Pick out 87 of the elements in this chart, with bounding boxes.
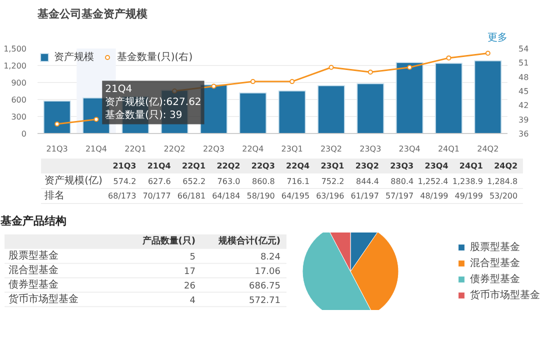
text: 8.24 [260,252,281,263]
text: 基金产品结构 [0,214,66,228]
x-tick-label: 24Q2 [477,144,499,154]
x-tick-label: 23Q4 [398,144,420,154]
text: 652.2 [182,177,206,186]
y-tick-label: 1,500 [4,44,27,54]
category-label: 股票型基金 [8,250,58,262]
category-label: 21Q3 [112,162,136,170]
x-tick-label: 23Q1 [281,144,303,154]
text: 26 [184,281,196,292]
category-label: 债券型基金 [8,279,58,290]
y-tick-label: 900 [11,78,27,88]
text: 1,284.8 [487,177,518,186]
category-label: 排名 [44,190,65,202]
text: 4 [190,296,196,306]
text: 880.4 [390,177,414,186]
y2-tick-label: 39 [518,115,529,124]
x-tick-label: 22Q2 [164,144,186,154]
text: 48/199 [420,192,448,200]
category-label: 产品数量(只) [141,236,196,247]
category-label: 22Q2 [216,162,240,170]
text: 844.4 [356,177,379,186]
y2-tick-label: 51 [518,58,529,68]
text: 58/190 [246,192,275,200]
x-tick-label: 22Q4 [242,144,264,154]
category-label: 24Q1 [459,162,484,170]
x-tick-label: 21Q3 [46,144,68,154]
text: 70/177 [142,192,171,200]
text: 64/184 [212,192,240,200]
text: 17.06 [254,267,280,278]
text: 68/173 [108,192,136,200]
annotation: 21Q4 资产规模(亿):627.62 基金数量(只): 39 [105,84,202,122]
text: 17 [184,267,196,278]
category-label: 23Q4 [424,162,449,170]
legend-label: 混合型基金 [470,256,520,270]
chart-title: 基金公司基金资产规模 [36,8,148,20]
x-tick-label: 24Q1 [438,144,460,154]
y-tick-label: 1,200 [4,62,27,70]
text: 66/181 [177,192,206,200]
text: 53/200 [489,192,518,200]
text: 574.2 [113,177,136,186]
y-tick-label: 600 [11,96,27,104]
legend-label: 股票型基金 [470,240,520,254]
text: 49/199 [454,192,483,200]
category-label: 规模合计(亿元) [217,236,281,247]
text: 1,238.9 [452,177,483,186]
text: 61/197 [350,192,379,200]
text: 572.71 [249,296,281,306]
category-label: 21Q4 [147,162,172,170]
text: 1,252.4 [418,177,448,186]
category-label: 22Q3 [251,162,275,170]
y2-tick-label: 45 [518,87,529,96]
legend-label: 资产规模 [54,50,94,64]
text: 57/197 [385,192,414,200]
text: 627.6 [148,177,171,186]
legend-label: 货币市场型基金 [470,288,540,302]
legend-label: 基金数量(只)(右) [117,50,193,64]
x-tick-label: 22Q3 [202,144,225,154]
category-label: 22Q4 [286,162,310,170]
text: 752.2 [321,177,344,186]
text: 763.0 [217,177,240,186]
y2-tick-label: 48 [518,72,529,82]
text: 63/196 [316,192,344,200]
category-label: 23Q3 [390,162,414,170]
category-label: 23Q2 [355,162,379,170]
text: 5 [190,252,196,263]
category-label: 23Q1 [320,162,345,170]
y-tick-label: 0 [21,130,27,138]
legend-label: 债券型基金 [470,272,520,286]
category-label: 货币市场型基金 [8,294,78,305]
x-tick-label: 22Q1 [124,144,146,154]
text: 716.1 [286,177,310,186]
x-tick-label: 21Q4 [85,144,108,154]
y2-tick-label: 54 [518,44,529,54]
x-tick-label: 23Q3 [360,144,382,154]
category-label: 资产规模(亿) [44,176,102,186]
category-label: 混合型基金 [8,265,58,276]
text: 860.8 [252,177,275,186]
y2-tick-label: 42 [518,101,529,110]
x-tick-label: 23Q2 [320,144,342,154]
text: 64/195 [281,192,310,200]
text: 更多 [488,32,508,44]
y-tick-label: 300 [11,112,27,122]
category-label: 24Q2 [494,162,518,170]
text: 686.75 [249,281,281,292]
category-label: 22Q1 [182,162,206,170]
y2-tick-label: 36 [518,130,529,138]
